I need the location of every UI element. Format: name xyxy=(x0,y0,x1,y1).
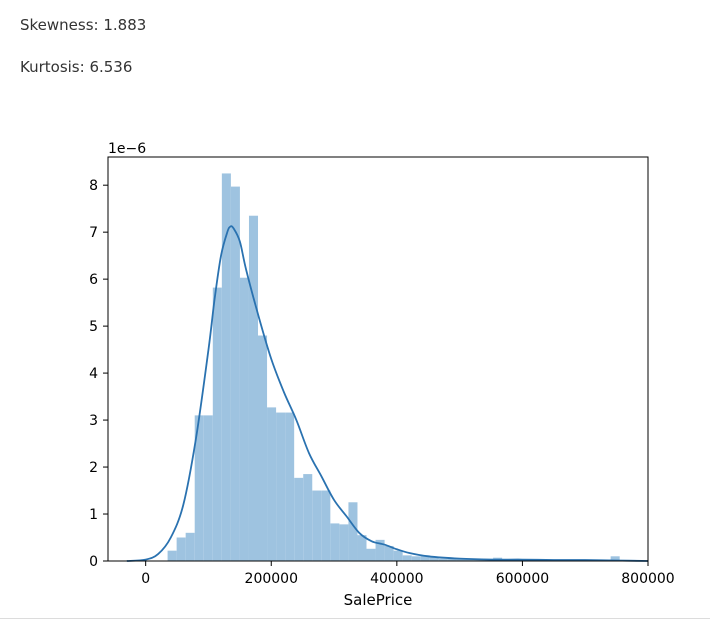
histogram-bar xyxy=(248,215,259,561)
histogram-bar xyxy=(294,477,304,561)
histogram-bar xyxy=(285,412,295,561)
x-axis-label: SalePrice xyxy=(344,591,413,609)
histogram-bar xyxy=(375,539,385,561)
histogram-bar xyxy=(447,558,457,561)
histogram-bar xyxy=(194,415,204,561)
x-tick-label: 0 xyxy=(141,571,150,587)
histogram-bar xyxy=(239,277,249,561)
y-scale-label: 1e−6 xyxy=(108,141,146,157)
histogram-bar xyxy=(465,559,476,561)
histogram-bar xyxy=(610,556,620,561)
histogram-bars xyxy=(167,173,620,561)
histogram-bar xyxy=(438,558,448,561)
histogram-bar xyxy=(267,407,277,561)
y-tick-label: 0 xyxy=(89,554,98,570)
x-axis-ticks: 0 200000 400000 600000 800000 xyxy=(141,561,675,587)
histogram-bar xyxy=(402,555,412,561)
histogram-bar xyxy=(258,335,268,561)
y-tick-label: 1 xyxy=(89,507,98,523)
histogram-bar xyxy=(456,559,466,561)
histogram-bar xyxy=(212,287,222,561)
histogram-bar xyxy=(203,415,213,561)
skewness-text: Skewness: 1.883 xyxy=(20,16,147,34)
bottom-divider xyxy=(0,618,710,619)
y-tick-label: 2 xyxy=(89,460,98,476)
histogram-bar xyxy=(176,537,186,561)
histogram-bar xyxy=(348,502,358,561)
histogram-bar xyxy=(420,555,430,561)
histogram-bar xyxy=(230,186,240,561)
histogram-bar xyxy=(321,490,331,561)
histogram-bar xyxy=(276,412,286,561)
y-tick-label: 5 xyxy=(89,319,98,335)
histogram-bar xyxy=(221,173,231,561)
histogram-bar xyxy=(384,545,394,561)
x-tick-label: 400000 xyxy=(370,571,423,587)
histogram-bar xyxy=(429,557,439,561)
histogram-bar xyxy=(167,550,177,561)
y-axis-ticks: 0 1 2 3 4 5 6 7 8 xyxy=(89,178,108,570)
histogram-bar xyxy=(185,532,195,561)
histogram-bar xyxy=(339,524,349,561)
y-tick-label: 7 xyxy=(89,225,98,241)
kde-curve xyxy=(126,225,649,562)
histogram-bar xyxy=(312,490,322,561)
plot-frame xyxy=(107,156,649,562)
histogram-bar xyxy=(303,474,313,561)
histogram-bar xyxy=(411,556,421,561)
x-tick-label: 200000 xyxy=(245,571,298,587)
x-tick-label: 800000 xyxy=(621,571,674,587)
y-tick-label: 4 xyxy=(89,366,98,382)
histogram-bar xyxy=(330,523,340,561)
y-tick-label: 6 xyxy=(89,272,98,288)
x-tick-label: 600000 xyxy=(496,571,549,587)
histogram-bar xyxy=(366,548,376,561)
kurtosis-text: Kurtosis: 6.536 xyxy=(20,58,133,76)
y-tick-label: 3 xyxy=(89,413,98,429)
y-tick-label: 8 xyxy=(89,178,98,194)
histogram-bar xyxy=(357,535,367,561)
histogram-bar xyxy=(393,550,403,561)
